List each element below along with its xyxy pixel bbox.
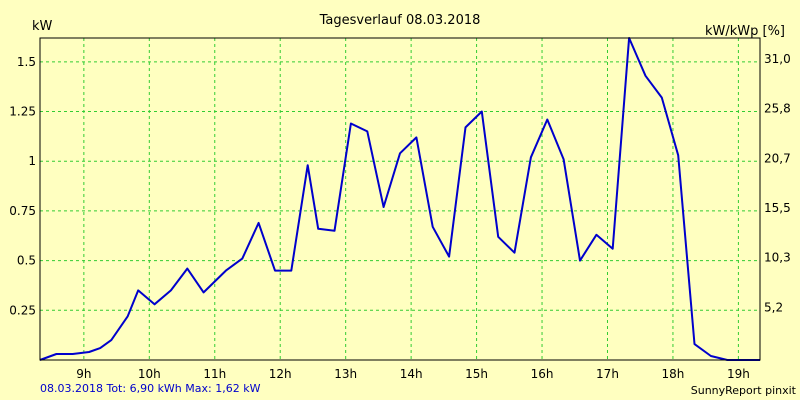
y2-tick-label: 20,7 — [764, 151, 791, 165]
x-tick-label: 9h — [76, 367, 91, 381]
horizontal-gridlines — [40, 61, 760, 311]
x-tick-label: 16h — [531, 367, 554, 381]
x-axis-labels: 9h 10h 11h 12h 13h 14h 15h 16h 17h 18h 19h — [76, 367, 750, 381]
chart-title: Tagesverlauf 08.03.2018 — [319, 13, 481, 28]
footer-summary: 08.03.2018 Tot: 6,90 kWh Max: 1,62 kW — [40, 382, 261, 395]
x-tick-label: 14h — [400, 367, 423, 381]
y2-tick-label: 5,2 — [764, 300, 783, 314]
x-tick-label: 17h — [596, 367, 619, 381]
y-tick-label: 0.25 — [9, 303, 36, 317]
x-tick-label: 13h — [334, 367, 357, 381]
y2-tick-label: 25,8 — [764, 102, 791, 116]
y-tick-label: 1 — [28, 154, 36, 168]
x-tick-label: 11h — [203, 367, 226, 381]
y2-tick-label: 31,0 — [764, 52, 791, 66]
y2-axis-labels: 5,2 10,3 15,5 20,7 25,8 31,0 — [764, 52, 791, 314]
y-tick-label: 1.5 — [17, 55, 36, 69]
power-series-line — [39, 37, 760, 361]
right-axis-unit: kW/kWp [%] — [705, 24, 785, 39]
plot-frame — [39, 37, 761, 361]
plot-area — [40, 38, 760, 360]
left-axis-unit: kW — [32, 19, 53, 34]
y2-tick-label: 15,5 — [764, 201, 791, 215]
x-tick-label: 12h — [269, 367, 292, 381]
y-axis-labels: 0.25 0.5 0.75 1 1.25 1.5 — [9, 55, 36, 317]
x-tick-label: 15h — [465, 367, 488, 381]
footer-credit: SunnyReport pinxit — [691, 384, 797, 397]
y-tick-label: 0.5 — [17, 254, 36, 268]
x-tick-label: 19h — [727, 367, 750, 381]
y-tick-label: 1.25 — [9, 105, 36, 119]
x-tick-label: 18h — [662, 367, 685, 381]
y-tick-label: 0.75 — [9, 204, 36, 218]
y2-tick-label: 10,3 — [764, 251, 791, 265]
x-tick-label: 10h — [138, 367, 161, 381]
